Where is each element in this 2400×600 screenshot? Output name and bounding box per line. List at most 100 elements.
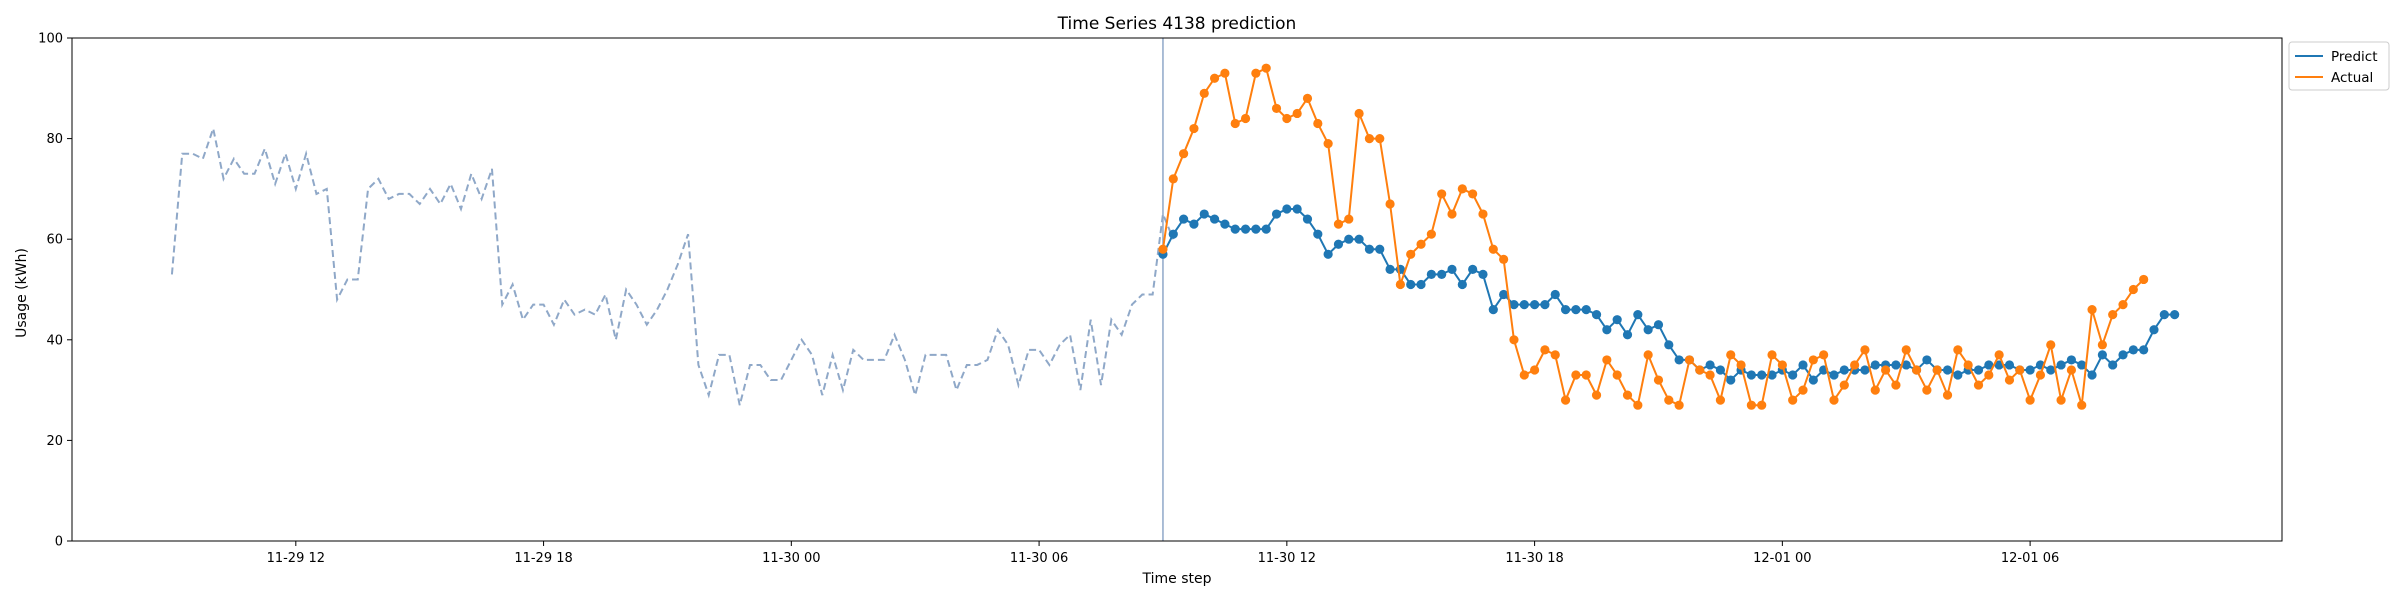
predict-point bbox=[1426, 269, 1436, 280]
predict-point bbox=[1633, 310, 1643, 320]
actual-point bbox=[1984, 370, 1994, 380]
actual-point bbox=[1488, 244, 1498, 254]
y-tick-label: 40 bbox=[46, 333, 63, 348]
actual-point bbox=[1240, 113, 1251, 124]
predict-point bbox=[2128, 345, 2138, 355]
predict-point bbox=[1230, 224, 1240, 234]
predict-point bbox=[2056, 360, 2066, 370]
predict-point bbox=[1457, 279, 1467, 290]
actual-point bbox=[1901, 345, 1911, 355]
actual-point bbox=[1416, 239, 1426, 249]
predict-point bbox=[1726, 375, 1736, 385]
actual-point bbox=[1313, 118, 1323, 129]
y-tick-label: 20 bbox=[46, 434, 63, 449]
predict-point bbox=[2087, 370, 2097, 380]
actual-point bbox=[1860, 345, 1870, 355]
predict-point bbox=[1344, 234, 1354, 244]
predict-point bbox=[1674, 355, 1684, 365]
actual-point bbox=[2087, 305, 2097, 315]
predict-point bbox=[1798, 360, 1808, 370]
predict-point bbox=[1282, 204, 1292, 214]
actual-point bbox=[1282, 113, 1292, 124]
y-tick-label: 80 bbox=[46, 132, 63, 147]
actual-point bbox=[2128, 284, 2138, 295]
predict-point bbox=[1643, 325, 1653, 335]
actual-point bbox=[1829, 395, 1839, 405]
actual-point bbox=[1385, 199, 1395, 209]
x-tick-label: 11-29 12 bbox=[267, 551, 325, 566]
predict-point bbox=[1602, 325, 1612, 335]
x-tick-label: 11-30 18 bbox=[1505, 551, 1563, 566]
actual-point bbox=[2004, 375, 2015, 385]
predict-point bbox=[1354, 234, 1364, 244]
predict-point bbox=[1622, 330, 1633, 340]
actual-point bbox=[1158, 244, 1168, 254]
actual-point bbox=[1777, 360, 1787, 370]
predict-point bbox=[1333, 239, 1344, 249]
predict-point bbox=[1251, 224, 1261, 234]
predict-point bbox=[1571, 305, 1581, 315]
actual-point bbox=[2035, 370, 2046, 380]
predict-point bbox=[1240, 224, 1251, 234]
legend-label-actual: Actual bbox=[2331, 70, 2373, 86]
actual-point bbox=[1426, 229, 1436, 239]
predict-point bbox=[1499, 289, 1509, 300]
predict-point bbox=[1653, 320, 1664, 330]
actual-point bbox=[1509, 335, 1519, 345]
actual-point bbox=[1715, 395, 1726, 405]
predict-point bbox=[1705, 360, 1715, 370]
predict-point bbox=[1591, 310, 1602, 320]
actual-point bbox=[2077, 400, 2087, 410]
predict-point bbox=[1437, 269, 1447, 280]
actual-point bbox=[1602, 355, 1612, 365]
predict-point bbox=[1302, 214, 1313, 224]
predict-point bbox=[2004, 360, 2015, 370]
actual-point bbox=[1757, 400, 1767, 410]
actual-point bbox=[1499, 254, 1509, 264]
actual-point bbox=[1994, 350, 2004, 360]
plot-area bbox=[71, 37, 2283, 542]
predict-point bbox=[1313, 229, 1323, 239]
actual-point bbox=[2046, 340, 2056, 350]
actual-point bbox=[1653, 375, 1664, 385]
predict-point bbox=[1509, 299, 1519, 310]
predict-point bbox=[1406, 279, 1416, 290]
predict-point bbox=[1860, 365, 1870, 375]
predict-point bbox=[1488, 305, 1498, 315]
actual-point bbox=[1478, 209, 1488, 219]
actual-point bbox=[1870, 385, 1880, 395]
actual-point bbox=[1519, 370, 1529, 380]
actual-point bbox=[1209, 73, 1220, 83]
y-tick-label: 100 bbox=[38, 32, 63, 47]
actual-point bbox=[1643, 350, 1653, 360]
predict-point bbox=[2097, 350, 2107, 360]
actual-point bbox=[2118, 299, 2128, 310]
predict-point bbox=[1261, 224, 1271, 234]
actual-point bbox=[1922, 385, 1932, 395]
plot-frame bbox=[71, 37, 2283, 542]
predict-point bbox=[1540, 299, 1550, 310]
actual-point bbox=[1354, 108, 1364, 119]
predict-point bbox=[1612, 315, 1622, 325]
actual-point bbox=[1622, 390, 1633, 400]
actual-point bbox=[2056, 395, 2066, 405]
actual-point bbox=[1591, 390, 1602, 400]
predict-point bbox=[2159, 310, 2169, 320]
predict-point bbox=[1746, 370, 1756, 380]
predict-point bbox=[2170, 310, 2180, 320]
predict-point bbox=[1891, 360, 1901, 370]
actual-point bbox=[1251, 68, 1261, 78]
predict-point bbox=[1829, 370, 1839, 380]
x-tick-label: 12-01 00 bbox=[1753, 551, 1811, 566]
actual-point bbox=[1674, 400, 1684, 410]
actual-point bbox=[2139, 274, 2149, 285]
actual-point bbox=[1395, 279, 1405, 290]
predict-point bbox=[1581, 305, 1591, 315]
predict-point bbox=[2025, 365, 2035, 375]
actual-point bbox=[2108, 310, 2118, 320]
actual-point bbox=[2097, 340, 2107, 350]
predict-point bbox=[2118, 350, 2128, 360]
predict-point bbox=[1189, 219, 1199, 229]
predict-point bbox=[2066, 355, 2077, 365]
